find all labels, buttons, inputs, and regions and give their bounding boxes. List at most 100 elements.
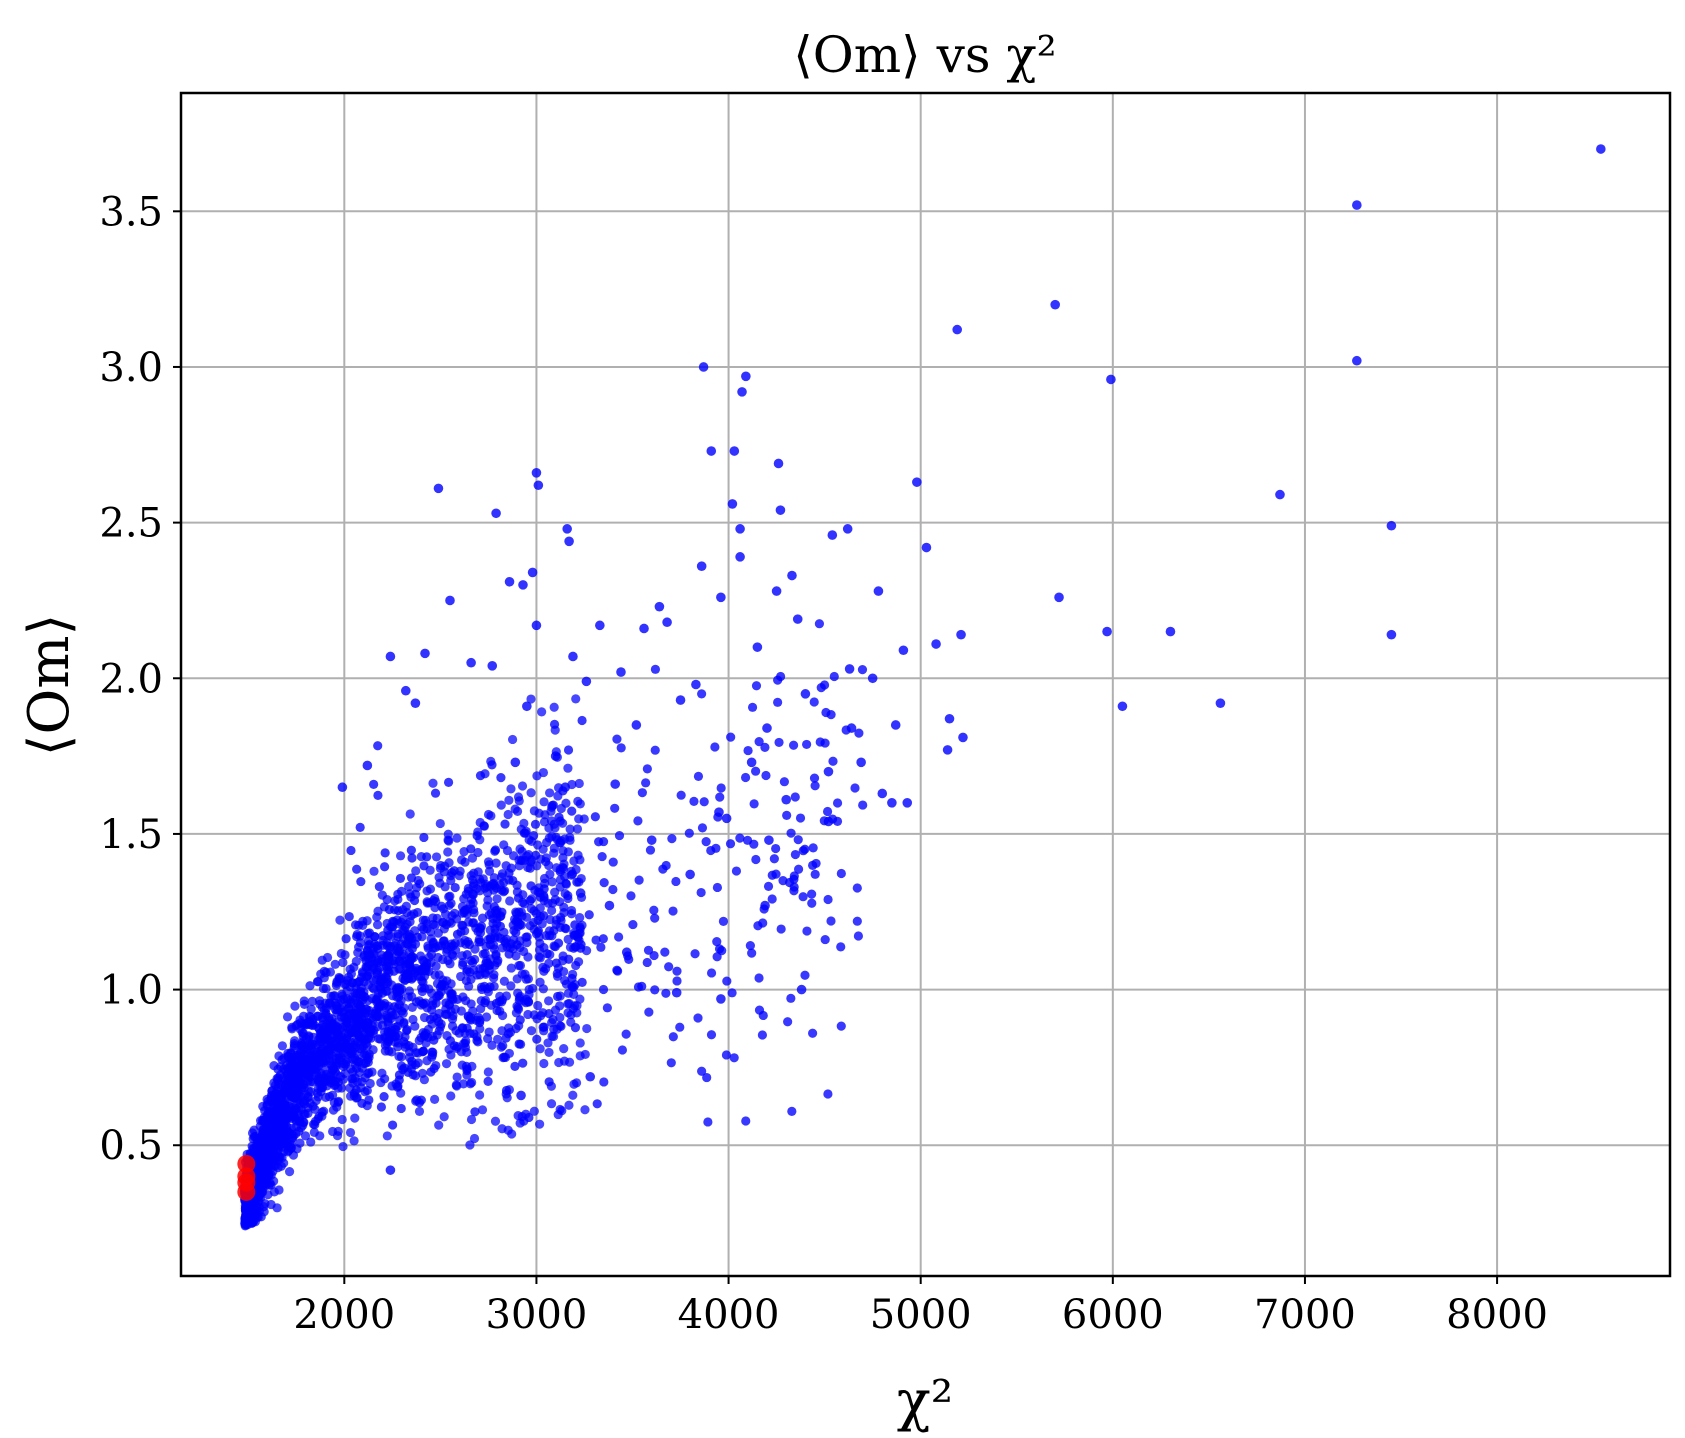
scatter-point: [823, 894, 833, 905]
scatter-point: [735, 524, 745, 534]
scatter-point: [407, 853, 417, 863]
scatter-point: [292, 1080, 302, 1091]
scatter-point: [472, 831, 482, 841]
scatter-point: [382, 1131, 392, 1141]
scatter-point: [371, 995, 382, 1005]
scatter-point: [590, 812, 600, 822]
scatter-point: [393, 929, 403, 939]
data-points: [237, 144, 1606, 1231]
scatter-point: [737, 387, 747, 397]
scatter-point: [654, 601, 665, 612]
scatter-point: [544, 788, 555, 798]
scatter-point: [526, 1026, 537, 1036]
scatter-point: [356, 983, 366, 993]
scatter-point: [675, 1022, 685, 1032]
scatter-point: [405, 809, 415, 819]
scatter-point: [548, 800, 558, 810]
scatter-point: [440, 909, 451, 919]
scatter-point: [428, 939, 438, 949]
scatter-point: [689, 796, 699, 806]
scatter-point: [250, 1217, 260, 1227]
scatter-point: [544, 1047, 554, 1058]
scatter-point: [451, 914, 462, 924]
scatter-point: [475, 1018, 485, 1028]
scatter-point: [468, 957, 478, 968]
scatter-point: [269, 1187, 279, 1197]
scatter-point: [565, 824, 575, 834]
scatter-point: [751, 681, 762, 691]
scatter-point: [318, 983, 328, 994]
x-tick-label: 2000: [293, 1292, 395, 1338]
scatter-point: [383, 950, 393, 960]
scatter-point: [272, 1138, 282, 1149]
scatter-point: [462, 1064, 472, 1074]
scatter-point: [671, 987, 682, 998]
scatter-point: [564, 1100, 574, 1110]
scatter-point: [503, 809, 513, 820]
scatter-point: [958, 732, 968, 743]
scatter-point: [539, 884, 549, 894]
scatter-point: [599, 878, 609, 888]
scatter-point: [272, 1073, 282, 1084]
scatter-point: [399, 1037, 409, 1047]
scatter-point: [369, 984, 379, 994]
scatter-point: [304, 1071, 314, 1082]
scatter-point: [529, 830, 539, 841]
scatter-point: [535, 1119, 545, 1129]
scatter-point: [650, 913, 660, 923]
scatter-point: [793, 864, 804, 874]
scatter-point: [693, 771, 704, 781]
scatter-point: [392, 1082, 403, 1092]
scatter-point: [467, 853, 478, 863]
scatter-point: [280, 1080, 291, 1090]
scatter-point: [667, 834, 677, 844]
scatter-point: [612, 734, 622, 744]
scatter-point: [407, 1002, 417, 1012]
scatter-point: [347, 978, 357, 988]
scatter-point: [832, 816, 843, 827]
scatter-point: [466, 974, 476, 984]
scatter-point: [411, 963, 421, 973]
scatter-point: [575, 943, 586, 953]
y-tick-label: 1.5: [99, 812, 163, 858]
scatter-point: [722, 976, 732, 986]
scatter-point: [809, 773, 820, 783]
scatter-point: [559, 902, 569, 912]
scatter-point: [469, 1029, 479, 1039]
scatter-point: [782, 810, 792, 821]
scatter-point: [776, 671, 786, 682]
scatter-point: [515, 1015, 525, 1025]
y-tick-label: 3.5: [99, 189, 163, 235]
scatter-point: [452, 1072, 462, 1082]
scatter-point: [877, 788, 888, 799]
scatter-point: [491, 949, 501, 959]
scatter-point: [496, 800, 506, 810]
scatter-point: [422, 852, 432, 862]
scatter-point: [575, 994, 585, 1004]
scatter-point: [887, 798, 897, 808]
x-tick-label: 6000: [1062, 1292, 1164, 1338]
scatter-point: [668, 906, 678, 916]
scatter-point: [332, 1005, 342, 1015]
scatter-point: [650, 664, 661, 674]
scatter-point: [267, 1086, 277, 1096]
scatter-point: [952, 324, 963, 335]
scatter-point: [706, 845, 716, 856]
scatter-point: [295, 1068, 306, 1078]
scatter-point: [571, 1078, 582, 1088]
scatter-point: [281, 1117, 291, 1127]
scatter-point: [380, 998, 390, 1009]
scatter-point: [810, 781, 820, 791]
scatter-point: [802, 926, 812, 936]
scatter-point: [321, 1092, 331, 1103]
scatter-point: [798, 846, 808, 856]
scatter-point: [450, 882, 460, 893]
scatter-point: [789, 874, 799, 884]
scatter-point: [383, 1037, 393, 1047]
scatter-point: [497, 1124, 507, 1134]
scatter-point: [726, 732, 736, 742]
scatter-point: [561, 979, 572, 989]
scatter-point: [624, 954, 634, 965]
scatter-point: [363, 961, 373, 971]
x-tick-label: 8000: [1446, 1292, 1548, 1338]
